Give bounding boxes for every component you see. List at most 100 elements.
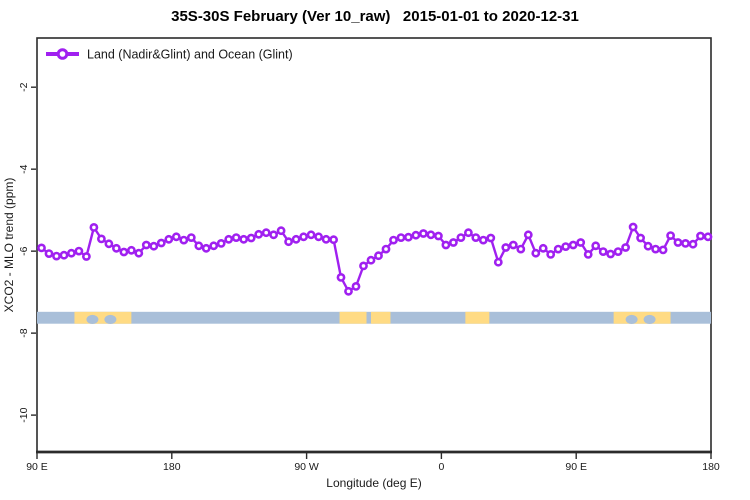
data-point [52,251,61,261]
x-tick-label: 90 E [26,461,48,473]
data-point [231,233,241,242]
data-point [441,240,451,250]
data-point [493,257,503,267]
land-band-segment [74,311,132,324]
y-tick-label: -6 [18,246,30,255]
plot-border [36,37,712,453]
data-point [119,247,129,257]
data-point [546,249,556,259]
data-point [606,249,615,259]
data-point [67,248,76,258]
data-point [553,244,563,254]
land-ocean-band [37,311,711,324]
data-point [688,239,698,249]
data-point [359,261,368,271]
data-point [501,243,511,252]
y-tick-label: -4 [18,164,30,173]
data-point [246,233,256,243]
data-point [112,243,121,253]
data-point [561,242,571,251]
data-point [74,246,84,256]
x-tick-label: 180 [702,461,720,473]
data-point [126,245,136,255]
land-band-segment [339,311,367,324]
data-point [523,230,533,240]
lake-blob [86,314,99,324]
data-point [89,222,99,232]
y-axis-title: XCO2 - MLO trend (ppm) [2,178,16,313]
land-band-segment [465,311,490,324]
data-point [141,240,151,250]
chart-title: 35S-30S February (Ver 10_raw) 2015-01-01… [171,8,579,25]
data-point [583,249,593,259]
data-point [696,231,705,241]
data-point [381,244,391,254]
data-point [37,243,46,253]
data-point [643,241,653,251]
data-point [306,230,316,240]
x-tick-label: 90 E [565,461,587,473]
data-point [254,229,264,239]
data-point [344,286,353,296]
data-point [681,238,690,248]
data-point [284,237,293,247]
data-point [134,248,144,258]
lake-blob [625,314,638,324]
data-point [666,231,675,240]
data-point [463,228,473,238]
data-point [59,250,69,260]
data-point [531,248,541,258]
data-point [164,234,174,244]
data-point [171,232,181,242]
data-point [426,230,436,240]
axis-ticks: 90 E 180 90 W 0 90 E 180 -2 -4 -6 -8 -10 [18,82,720,473]
data-point [269,230,278,240]
data-point [336,272,346,282]
data-point [201,243,211,253]
data-point [411,230,421,240]
data-point [156,238,166,248]
data-point [216,238,226,248]
y-tick-label: -8 [18,328,30,337]
legend: Land (Nadir&Glint) and Ocean (Glint) [46,48,293,62]
data-point [209,241,219,251]
data-point [261,228,271,238]
y-tick-label: -10 [18,407,30,422]
data-point [621,243,630,252]
data-point [314,232,323,242]
data-point [456,233,466,242]
data-point [351,281,361,291]
data-point [651,244,660,254]
data-point [194,241,204,251]
data-point [448,238,458,247]
data-point [366,255,376,265]
data-point [418,229,428,238]
data-point [576,238,586,247]
data-point [591,241,601,251]
lake-blob [104,314,117,324]
data-point [97,234,106,244]
y-tick-label: -2 [18,82,30,91]
lake-blob [643,314,656,324]
land-band-segment [613,311,671,324]
data-point [239,234,249,244]
data-point [44,249,54,258]
x-tick-label: 90 W [294,461,319,473]
x-tick-label: 180 [163,461,181,473]
data-point [613,247,623,256]
data-point [516,244,526,254]
x-axis-title: Longitude (deg E) [326,476,421,490]
data-point [374,251,383,261]
data-point [673,238,683,247]
data-point [636,233,645,243]
legend-label: Land (Nadir&Glint) and Ocean (Glint) [87,48,293,62]
land-band-segment [371,311,391,324]
data-point [186,233,196,242]
data-point [276,226,286,236]
data-series [37,222,713,296]
data-point [508,240,518,250]
data-point [82,252,91,261]
data-point [224,234,234,244]
data-point [403,232,413,242]
